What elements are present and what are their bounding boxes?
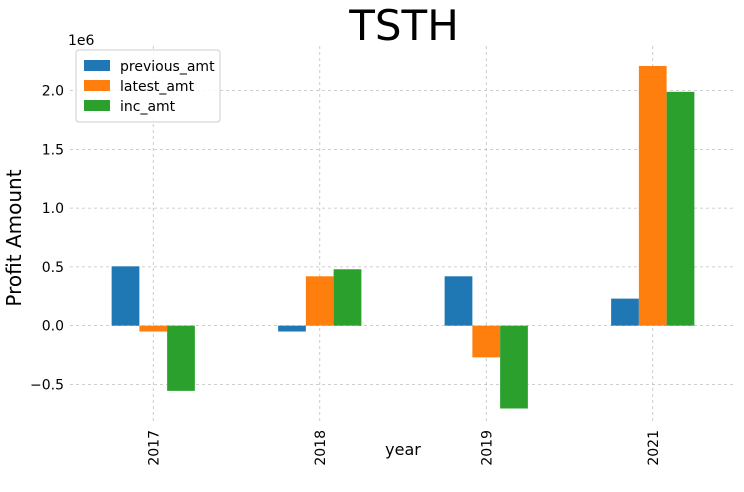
bar-latest_amt-2021 (638, 65, 667, 326)
chart-title: TSTH (348, 1, 459, 50)
bar-inc_amt-2017 (167, 325, 195, 391)
bar-previous_amt-2018 (278, 325, 306, 332)
bar-previous_amt-2021 (611, 298, 639, 326)
x-tick-label: 2018 (313, 430, 329, 466)
y-tick-label: 1.5 (42, 142, 64, 158)
y-tick-label: 1.0 (42, 201, 64, 217)
x-tick-label: 2017 (146, 430, 162, 466)
x-tick-label: 2019 (479, 430, 495, 466)
bar-inc_amt-2021 (666, 91, 695, 326)
legend-swatch-latest_amt (84, 80, 110, 91)
y-tick-label: −0.5 (30, 377, 64, 393)
bar-latest_amt-2018 (305, 276, 334, 326)
bar-latest_amt-2019 (472, 325, 501, 358)
legend-label-latest_amt: latest_amt (120, 79, 195, 95)
legend-frame (75, 49, 221, 123)
legend-label-previous_amt: previous_amt (120, 59, 215, 75)
bar-inc_amt-2019 (500, 325, 528, 409)
x-axis-label: year (385, 440, 421, 459)
bar-previous_amt-2017 (111, 266, 140, 326)
y-tick-label: 0.0 (42, 319, 64, 335)
legend-swatch-previous_amt (84, 60, 110, 71)
bar-previous_amt-2019 (444, 276, 473, 326)
y-axis-label: Profit Amount (2, 169, 26, 306)
bar-latest_amt-2017 (139, 325, 168, 332)
legend-swatch-inc_amt (84, 100, 110, 111)
legend-label-inc_amt: inc_amt (120, 99, 176, 115)
legend: previous_amt latest_amt inc_amt (75, 49, 221, 123)
y-tick-label: 2.0 (42, 84, 64, 100)
y-offset-label: 1e6 (68, 33, 95, 49)
x-tick-label: 2021 (646, 430, 662, 466)
bar-inc_amt-2018 (333, 269, 362, 326)
y-tick-label: 0.5 (42, 260, 64, 276)
